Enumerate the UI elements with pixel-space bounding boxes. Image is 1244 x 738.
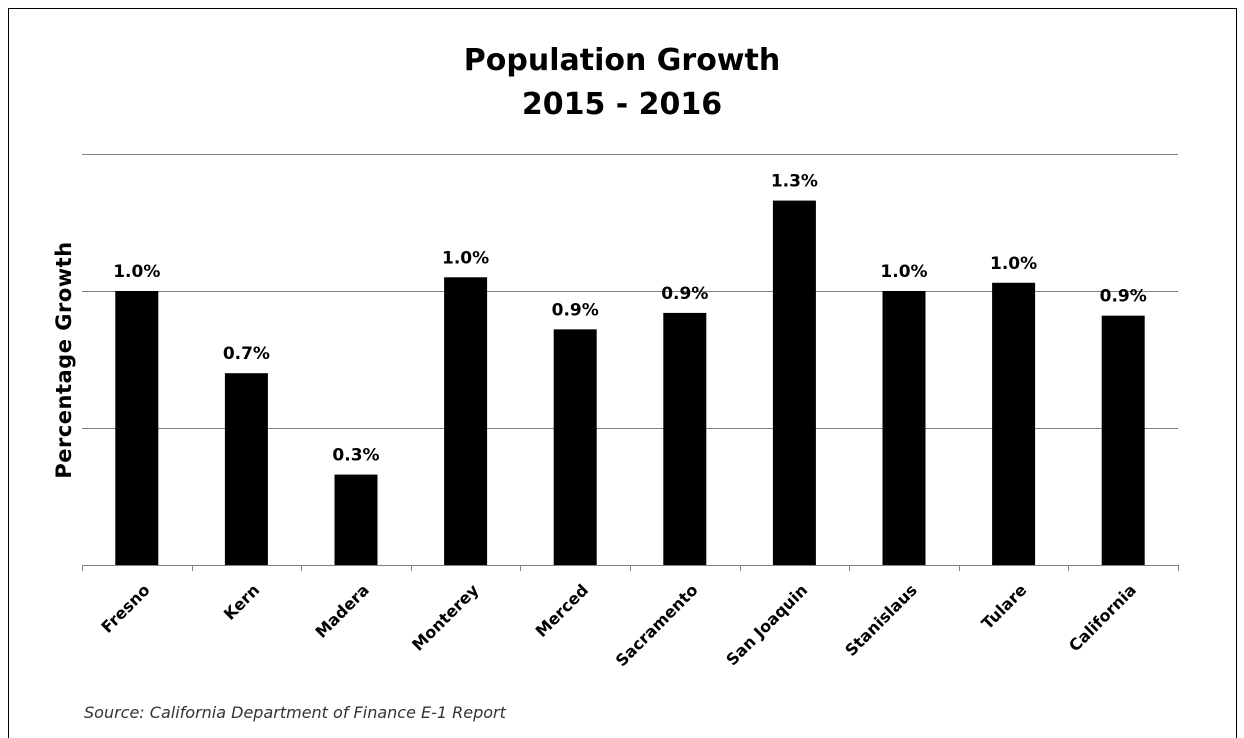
data-label: 0.3% <box>332 446 379 466</box>
bar-madera <box>334 474 378 565</box>
bar-kern <box>224 373 268 565</box>
bar-california <box>1101 315 1145 565</box>
bar-fresno <box>115 291 159 565</box>
data-label: 0.7% <box>223 344 270 364</box>
chart-frame <box>8 8 1237 738</box>
bar-sacramento <box>663 312 707 565</box>
data-label: 1.3% <box>771 172 818 192</box>
category-labels: Fresno Kern Madera Monterey Merced Sacramento… <box>97 580 1140 670</box>
bar-tulare <box>992 282 1036 565</box>
data-label: 0.9% <box>1100 287 1147 307</box>
source-note: Source: California Department of Finance… <box>84 703 506 722</box>
bar-stanislaus <box>882 291 926 565</box>
x-tick-label: California <box>1065 580 1140 655</box>
data-label: 0.9% <box>552 300 599 320</box>
chart-title: Population Growth <box>463 43 781 78</box>
x-tick-label: Monterey <box>408 580 483 655</box>
value-labels: 1.0% 0.7% 0.3% 1.0% 0.9% 0.9% 1.3% 1.0% 1.0% 0.9% <box>113 172 1147 466</box>
x-tick-label: Kern <box>220 580 263 623</box>
x-tick-label: Fresno <box>97 580 153 636</box>
data-label: 1.0% <box>113 262 160 282</box>
data-label: 1.0% <box>880 262 927 282</box>
bar-san-joaquin <box>772 200 816 565</box>
x-tick-label: Tulare <box>978 580 1031 633</box>
bar-merced <box>553 329 597 565</box>
bars <box>115 200 1145 565</box>
x-tick-label: Stanislaus <box>841 580 921 660</box>
chart-subtitle: 2015 - 2016 <box>521 87 723 122</box>
x-tick-label: Merced <box>532 580 592 640</box>
x-tick-label: Sacramento <box>612 580 702 670</box>
x-tick-label: Madera <box>312 580 373 641</box>
x-tick-label: San Joaquin <box>722 580 811 669</box>
x-axis <box>82 565 1179 571</box>
data-label: 1.0% <box>442 248 489 268</box>
bar-monterey <box>444 277 488 565</box>
data-label: 0.9% <box>661 284 708 304</box>
data-label: 1.0% <box>990 254 1037 274</box>
